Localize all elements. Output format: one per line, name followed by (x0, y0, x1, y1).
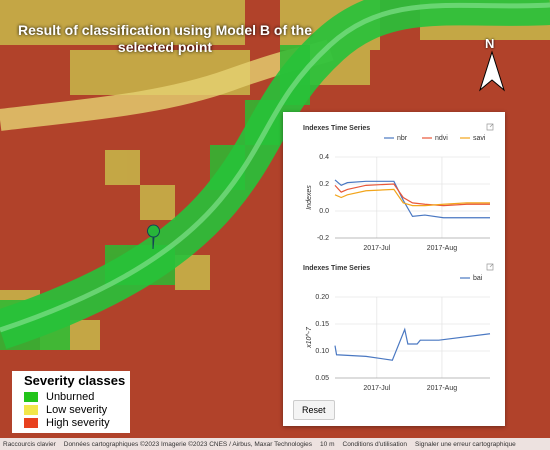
y-tick-label: -0.2 (317, 235, 329, 242)
x-tick-label: 2017-Jul (363, 245, 390, 252)
y-tick-label: 0.4 (319, 154, 329, 161)
x-tick-label: 2017-Jul (363, 385, 390, 392)
attribution-item: Données cartographiques ©2023 Imagerie ©… (63, 440, 313, 448)
x-tick-label: 2017-Aug (427, 385, 457, 392)
series-line (334, 327, 491, 361)
legend-title: Severity classes (24, 373, 126, 388)
north-arrow (479, 50, 505, 92)
attribution-item: Signaler une erreur cartographique (414, 440, 516, 448)
x-tick-label: 2017-Aug (427, 245, 457, 252)
chart-panel: Indexes Time Series Indexes 0.4 0.2 0.0 -0.2 2… (283, 112, 505, 426)
selected-point[interactable] (147, 224, 160, 250)
legend-label: Unburned (46, 390, 95, 403)
y-tick-label: 0.2 (319, 181, 329, 188)
attribution-bar: Raccourcis clavier Données cartographique… (0, 438, 550, 450)
legend-item: Unburned (24, 390, 130, 403)
legend-swatch (24, 391, 38, 402)
y-tick-label: 0.05 (315, 375, 329, 382)
y-tick-label: 0.15 (315, 321, 329, 328)
legend-label: High severity (46, 416, 110, 429)
series-line (334, 179, 490, 219)
north-label: N (485, 36, 495, 51)
legend-label: ndvi (435, 135, 448, 142)
attribution-item: Conditions d'utilisation (342, 440, 407, 448)
y-tick-label: 0.0 (319, 208, 329, 215)
attribution-item: 10 m (320, 440, 335, 448)
legend-item: Low severity (24, 403, 130, 416)
open-icon (486, 123, 494, 131)
chart-title: Indexes Time Series (303, 125, 370, 132)
legend-item: High severity (24, 416, 130, 429)
y-axis-label: x10^-7 (306, 326, 313, 349)
legend-label: savi (473, 135, 486, 142)
chart-title: Indexes Time Series (303, 265, 370, 272)
legend-items: Unburned Low severity High severity (12, 390, 130, 429)
series-line (334, 188, 490, 207)
legend-label: bai (473, 275, 483, 282)
river-stripe (0, 2, 550, 333)
charts: Indexes Time Series Indexes 0.4 0.2 0.0 -0.2 2… (303, 123, 494, 392)
legend-label: Low severity (46, 403, 108, 416)
y-tick-label: 0.10 (315, 348, 329, 355)
attribution-item: Raccourcis clavier (3, 440, 56, 448)
legend: Severity classes Unburned Low severity Hig… (12, 371, 130, 433)
legend-swatch (24, 417, 38, 428)
y-axis-label: Indexes (306, 185, 313, 210)
legend-label: nbr (397, 135, 408, 142)
open-icon (486, 263, 494, 271)
map-title: Result of classification using Model B o… (17, 22, 313, 55)
y-tick-label: 0.20 (315, 294, 329, 301)
series-line (334, 183, 490, 207)
legend-swatch (24, 404, 38, 415)
reset-button[interactable]: Reset (293, 400, 335, 420)
